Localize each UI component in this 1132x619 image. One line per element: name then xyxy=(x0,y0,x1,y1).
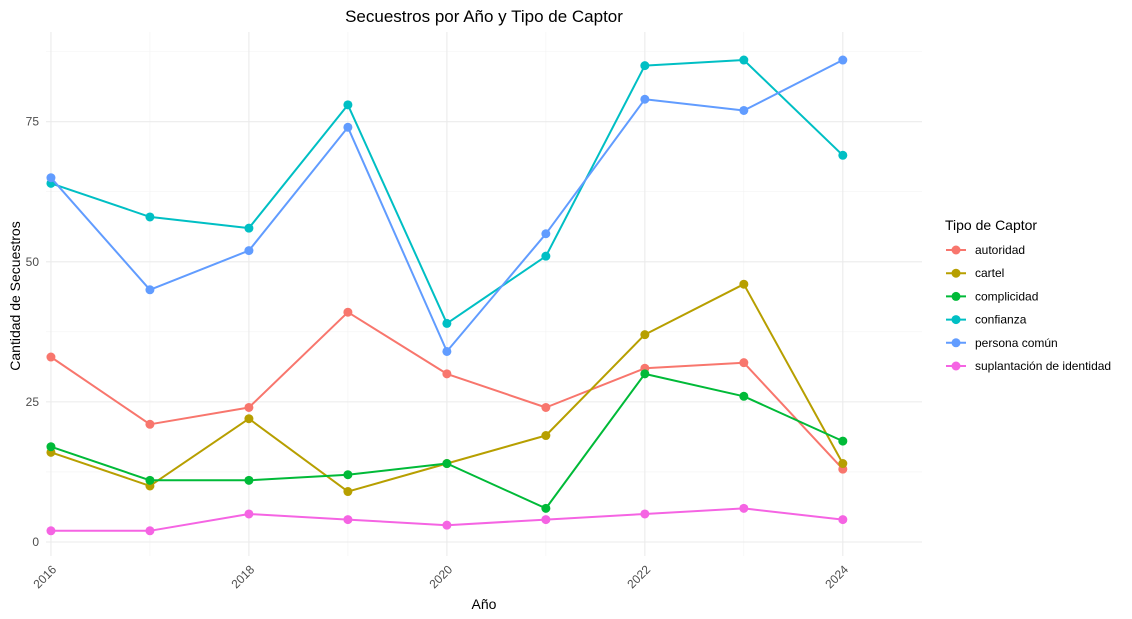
legend-key-point xyxy=(951,268,961,278)
series-autoridad xyxy=(46,307,848,474)
data-point xyxy=(739,391,749,401)
data-point xyxy=(739,358,749,368)
x-axis-ticks: 2016 2018 2020 2022 2024 xyxy=(31,562,852,591)
legend-item: confianza xyxy=(946,313,1027,327)
data-point xyxy=(244,509,254,519)
legend-item: suplantación de identidad xyxy=(946,359,1111,373)
y-tick-label: 50 xyxy=(26,255,40,269)
legend-title: Tipo de Captor xyxy=(945,217,1037,233)
legend-label: suplantación de identidad xyxy=(975,359,1111,373)
data-point xyxy=(46,173,56,183)
x-axis-title: Año xyxy=(472,596,497,612)
data-point xyxy=(343,487,353,497)
legend-label: cartel xyxy=(975,266,1004,280)
legend-key-point xyxy=(951,361,961,371)
data-point xyxy=(541,229,551,239)
y-tick-label: 0 xyxy=(32,535,39,549)
legend-key-point xyxy=(951,291,961,301)
data-point xyxy=(541,503,551,513)
legend-label: persona común xyxy=(975,336,1058,350)
data-point xyxy=(343,470,353,480)
x-tick-label: 2024 xyxy=(822,562,851,591)
y-tick-label: 25 xyxy=(26,395,40,409)
data-point xyxy=(838,459,848,469)
data-point xyxy=(541,251,551,261)
legend-item: complicidad xyxy=(946,289,1038,303)
data-point xyxy=(541,431,551,441)
legend-label: confianza xyxy=(975,313,1027,327)
data-point xyxy=(838,55,848,65)
data-point xyxy=(838,150,848,160)
data-point xyxy=(145,212,155,222)
data-point xyxy=(739,105,749,115)
legend-key-point xyxy=(951,245,961,255)
data-point xyxy=(343,122,353,132)
legend: Tipo de Captor autoridad cartel complicida… xyxy=(945,217,1111,373)
legend-item: cartel xyxy=(946,266,1004,280)
data-point xyxy=(244,414,254,424)
data-point xyxy=(343,307,353,317)
data-point xyxy=(145,419,155,429)
data-point xyxy=(640,330,650,340)
x-tick-label: 2022 xyxy=(624,562,653,591)
data-point xyxy=(541,515,551,525)
y-tick-label: 75 xyxy=(26,115,40,129)
data-point xyxy=(739,55,749,65)
x-tick-label: 2018 xyxy=(228,562,257,591)
data-point xyxy=(739,503,749,513)
x-tick-label: 2016 xyxy=(31,562,60,591)
data-point xyxy=(145,526,155,536)
data-point xyxy=(640,94,650,104)
data-point xyxy=(442,459,452,469)
data-point xyxy=(46,442,56,452)
data-point xyxy=(640,369,650,379)
data-point xyxy=(244,475,254,485)
data-point xyxy=(343,515,353,525)
legend-item: autoridad xyxy=(946,243,1025,257)
data-point xyxy=(838,436,848,446)
data-point xyxy=(541,402,551,412)
data-point xyxy=(442,318,452,328)
series-group xyxy=(46,55,848,536)
data-point xyxy=(442,369,452,379)
grid xyxy=(46,32,922,556)
data-point xyxy=(145,475,155,485)
data-point xyxy=(838,515,848,525)
legend-label: autoridad xyxy=(975,243,1025,257)
legend-key-point xyxy=(951,315,961,325)
legend-item: persona común xyxy=(946,336,1058,350)
data-point xyxy=(244,402,254,412)
legend-label: complicidad xyxy=(975,289,1038,303)
chart-title: Secuestros por Año y Tipo de Captor xyxy=(345,7,623,26)
legend-key-point xyxy=(951,338,961,348)
data-point xyxy=(244,246,254,256)
data-point xyxy=(739,279,749,289)
y-axis-ticks: 0 25 50 75 xyxy=(26,115,40,549)
x-tick-label: 2020 xyxy=(426,562,455,591)
y-axis-title: Cantidad de Secuestros xyxy=(7,221,23,370)
series-persona-comun xyxy=(46,55,848,356)
series-suplantacion-de-identidad xyxy=(46,503,848,536)
data-point xyxy=(442,520,452,530)
data-point xyxy=(46,526,56,536)
data-point xyxy=(640,61,650,71)
data-point xyxy=(343,100,353,110)
data-point xyxy=(442,346,452,356)
data-point xyxy=(145,285,155,295)
series-confianza xyxy=(46,55,848,328)
data-point xyxy=(46,352,56,362)
series-complicidad xyxy=(46,369,848,513)
data-point xyxy=(244,223,254,233)
data-point xyxy=(640,509,650,519)
